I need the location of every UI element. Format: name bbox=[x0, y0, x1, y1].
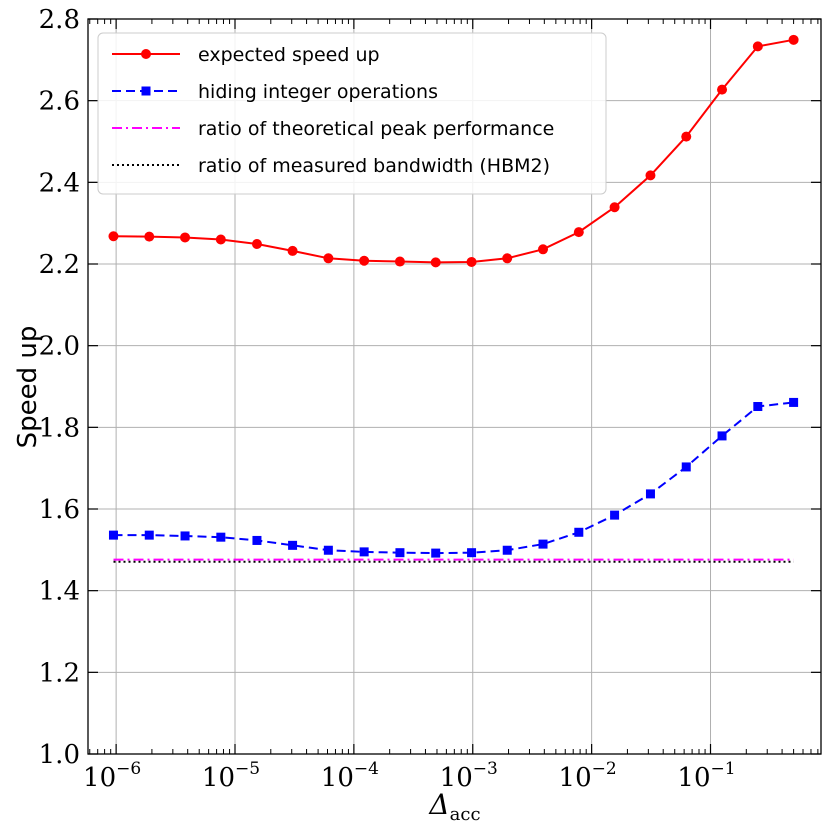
series-0-point-14 bbox=[609, 202, 620, 213]
legend-marker-0 bbox=[141, 49, 151, 59]
x-tick-label-base: 10 bbox=[677, 763, 710, 793]
series-0-point-9 bbox=[430, 257, 441, 268]
series-1-point-4 bbox=[252, 535, 262, 545]
y-tick-label-2: 1.4 bbox=[39, 577, 80, 607]
x-tick-label-3: 10−3 bbox=[440, 759, 498, 793]
series-0-point-16 bbox=[681, 131, 692, 142]
x-tick-label-exponent: −2 bbox=[592, 759, 617, 779]
series-1-point-2 bbox=[180, 531, 190, 541]
series-0-point-13 bbox=[573, 227, 584, 238]
x-tick-label-0: 10−6 bbox=[83, 759, 141, 793]
series-layer bbox=[108, 34, 799, 563]
series-0 bbox=[108, 34, 799, 268]
y-tick-label-4: 1.8 bbox=[39, 413, 80, 443]
tick-labels: 10−6 10−5 10−4 10−3 10−2 10−11.01.21.41.61.82… bbox=[39, 5, 736, 793]
legend: expected speed up hiding integer operatio… bbox=[97, 32, 607, 195]
series-0-point-5 bbox=[287, 245, 298, 256]
x-tick-label-exponent: −4 bbox=[354, 759, 379, 779]
series-1-point-9 bbox=[431, 548, 441, 558]
x-tick-label-base: 10 bbox=[83, 763, 116, 793]
legend-label-3: ratio of measured bandwidth (HBM2) bbox=[198, 155, 550, 177]
series-1-point-11 bbox=[502, 545, 512, 555]
series-1-point-7 bbox=[359, 547, 369, 557]
series-1-point-19 bbox=[789, 397, 799, 407]
series-1 bbox=[108, 397, 799, 558]
x-tick-label-exponent: −6 bbox=[116, 759, 141, 779]
ticks bbox=[88, 18, 821, 755]
series-0-point-4 bbox=[251, 238, 262, 249]
x-axis-title-symbol: Δ bbox=[428, 788, 449, 821]
legend-label-0: expected speed up bbox=[198, 44, 380, 66]
y-tick-label-9: 2.8 bbox=[39, 5, 80, 35]
y-tick-label-5: 2.0 bbox=[39, 332, 80, 362]
x-tick-label-1: 10−5 bbox=[202, 759, 260, 793]
series-1-point-1 bbox=[144, 530, 154, 540]
series-0-point-8 bbox=[394, 256, 405, 267]
series-0-point-6 bbox=[323, 253, 334, 264]
legend-label-1: hiding integer operations bbox=[198, 81, 438, 103]
series-0-point-15 bbox=[645, 170, 656, 181]
x-tick-label-base: 10 bbox=[202, 763, 235, 793]
series-0-point-1 bbox=[144, 231, 155, 242]
y-tick-label-8: 2.6 bbox=[39, 87, 80, 117]
series-1-point-0 bbox=[108, 530, 118, 540]
series-0-point-0 bbox=[108, 231, 119, 242]
series-1-point-10 bbox=[467, 548, 477, 558]
x-tick-label-exponent: −1 bbox=[711, 759, 736, 779]
series-0-point-3 bbox=[215, 234, 226, 245]
series-1-point-15 bbox=[645, 489, 655, 499]
series-0-point-18 bbox=[752, 41, 763, 52]
series-1-point-17 bbox=[717, 431, 727, 441]
x-tick-label-2: 10−4 bbox=[321, 759, 379, 793]
y-tick-label-0: 1.0 bbox=[39, 740, 80, 770]
y-tick-label-3: 1.6 bbox=[39, 495, 80, 525]
series-0-point-17 bbox=[717, 84, 728, 95]
y-tick-label-7: 2.4 bbox=[39, 168, 80, 198]
x-tick-label-base: 10 bbox=[559, 763, 592, 793]
y-axis-title: Speed up bbox=[13, 326, 43, 449]
x-tick-label-base: 10 bbox=[321, 763, 354, 793]
series-0-point-11 bbox=[502, 253, 513, 264]
x-tick-label-5: 10−1 bbox=[677, 759, 735, 793]
series-0-point-12 bbox=[538, 244, 549, 255]
series-0-point-2 bbox=[180, 232, 191, 243]
series-0-point-10 bbox=[466, 256, 477, 267]
series-1-point-16 bbox=[681, 462, 691, 472]
series-0-point-19 bbox=[788, 34, 799, 45]
legend-label-2: ratio of theoretical peak performance bbox=[198, 118, 554, 140]
series-1-point-3 bbox=[216, 532, 226, 542]
y-tick-label-1: 1.2 bbox=[39, 658, 80, 688]
series-1-point-5 bbox=[288, 540, 298, 550]
x-tick-label-exponent: −5 bbox=[235, 759, 260, 779]
legend-box bbox=[97, 32, 607, 195]
x-tick-label-exponent: −3 bbox=[473, 759, 498, 779]
legend-marker-1 bbox=[141, 86, 151, 96]
series-1-point-6 bbox=[323, 545, 333, 555]
x-axis-title: Δacc bbox=[428, 788, 480, 825]
series-1-point-14 bbox=[610, 510, 620, 520]
x-tick-label-base: 10 bbox=[440, 763, 473, 793]
y-tick-label-6: 2.2 bbox=[39, 250, 80, 280]
series-1-point-18 bbox=[753, 402, 763, 412]
x-axis-title-subscript: acc bbox=[450, 804, 481, 825]
series-line-1 bbox=[113, 401, 794, 555]
x-tick-label-4: 10−2 bbox=[559, 759, 617, 793]
series-1-point-8 bbox=[395, 548, 405, 558]
series-line-0 bbox=[113, 38, 794, 264]
series-0-point-7 bbox=[359, 255, 370, 266]
series-1-point-13 bbox=[574, 527, 584, 537]
series-1-point-12 bbox=[538, 539, 548, 549]
